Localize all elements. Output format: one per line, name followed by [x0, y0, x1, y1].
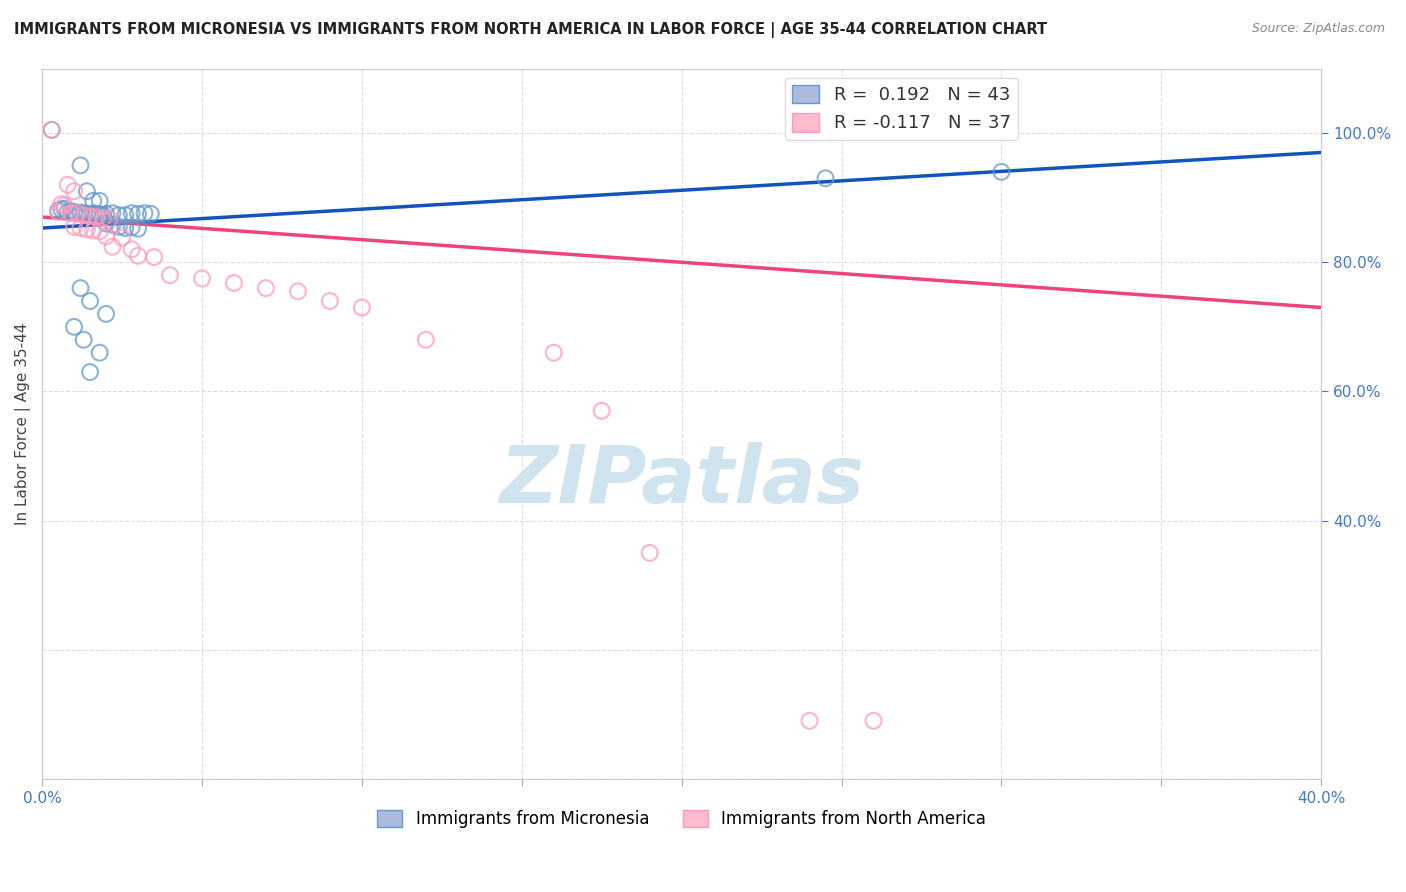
Point	[82, 224, 104, 238]
Point	[46, 205, 69, 219]
Point	[86, 207, 108, 221]
Text: IMMIGRANTS FROM MICRONESIA VS IMMIGRANTS FROM NORTH AMERICA IN LABOR FORCE | AGE: IMMIGRANTS FROM MICRONESIA VS IMMIGRANTS…	[14, 22, 1047, 38]
Point	[799, 714, 821, 728]
Point	[89, 207, 111, 221]
Point	[114, 208, 136, 222]
Point	[86, 210, 108, 224]
Point	[76, 207, 98, 221]
Point	[139, 207, 162, 221]
Point	[89, 345, 111, 359]
Legend: Immigrants from Micronesia, Immigrants from North America: Immigrants from Micronesia, Immigrants f…	[371, 803, 993, 835]
Point	[287, 285, 309, 299]
Y-axis label: In Labor Force | Age 35-44: In Labor Force | Age 35-44	[15, 323, 31, 524]
Point	[63, 319, 86, 334]
Point	[862, 714, 884, 728]
Point	[46, 203, 69, 218]
Point	[63, 219, 86, 234]
Point	[73, 208, 96, 222]
Point	[543, 345, 565, 359]
Point	[101, 218, 124, 232]
Point	[319, 293, 342, 308]
Point	[66, 206, 89, 220]
Point	[51, 202, 73, 217]
Point	[69, 205, 91, 219]
Point	[82, 206, 104, 220]
Point	[108, 208, 131, 222]
Point	[56, 178, 79, 192]
Point	[41, 123, 63, 137]
Point	[591, 404, 613, 418]
Point	[638, 546, 661, 560]
Point	[79, 210, 101, 224]
Point	[127, 207, 149, 221]
Point	[82, 194, 104, 208]
Point	[111, 231, 134, 245]
Point	[101, 206, 124, 220]
Point	[59, 204, 82, 219]
Point	[53, 202, 76, 216]
Point	[76, 184, 98, 198]
Point	[98, 212, 121, 227]
Point	[121, 243, 143, 257]
Point	[73, 206, 96, 220]
Point	[76, 222, 98, 236]
Point	[89, 194, 111, 208]
Point	[350, 301, 373, 315]
Point	[121, 220, 143, 235]
Point	[51, 197, 73, 211]
Point	[41, 123, 63, 137]
Text: ZIPatlas: ZIPatlas	[499, 442, 865, 519]
Point	[63, 184, 86, 198]
Point	[91, 208, 114, 222]
Point	[94, 207, 117, 221]
Point	[69, 158, 91, 172]
Point	[121, 206, 143, 220]
Point	[101, 240, 124, 254]
Point	[79, 293, 101, 308]
Point	[134, 206, 156, 220]
Point	[114, 221, 136, 235]
Point	[89, 224, 111, 238]
Point	[69, 281, 91, 295]
Point	[63, 205, 86, 219]
Point	[53, 198, 76, 212]
Point	[94, 307, 117, 321]
Point	[127, 221, 149, 235]
Point	[79, 365, 101, 379]
Point	[73, 333, 96, 347]
Point	[69, 221, 91, 235]
Point	[159, 268, 181, 282]
Point	[814, 171, 837, 186]
Point	[222, 276, 245, 290]
Point	[127, 249, 149, 263]
Point	[66, 206, 89, 220]
Point	[94, 229, 117, 244]
Point	[254, 281, 277, 295]
Point	[143, 250, 166, 264]
Point	[91, 211, 114, 226]
Point	[94, 217, 117, 231]
Point	[56, 205, 79, 219]
Point	[59, 206, 82, 220]
Text: Source: ZipAtlas.com: Source: ZipAtlas.com	[1251, 22, 1385, 36]
Point	[108, 219, 131, 234]
Point	[191, 271, 214, 285]
Point	[79, 207, 101, 221]
Point	[990, 165, 1012, 179]
Point	[415, 333, 437, 347]
